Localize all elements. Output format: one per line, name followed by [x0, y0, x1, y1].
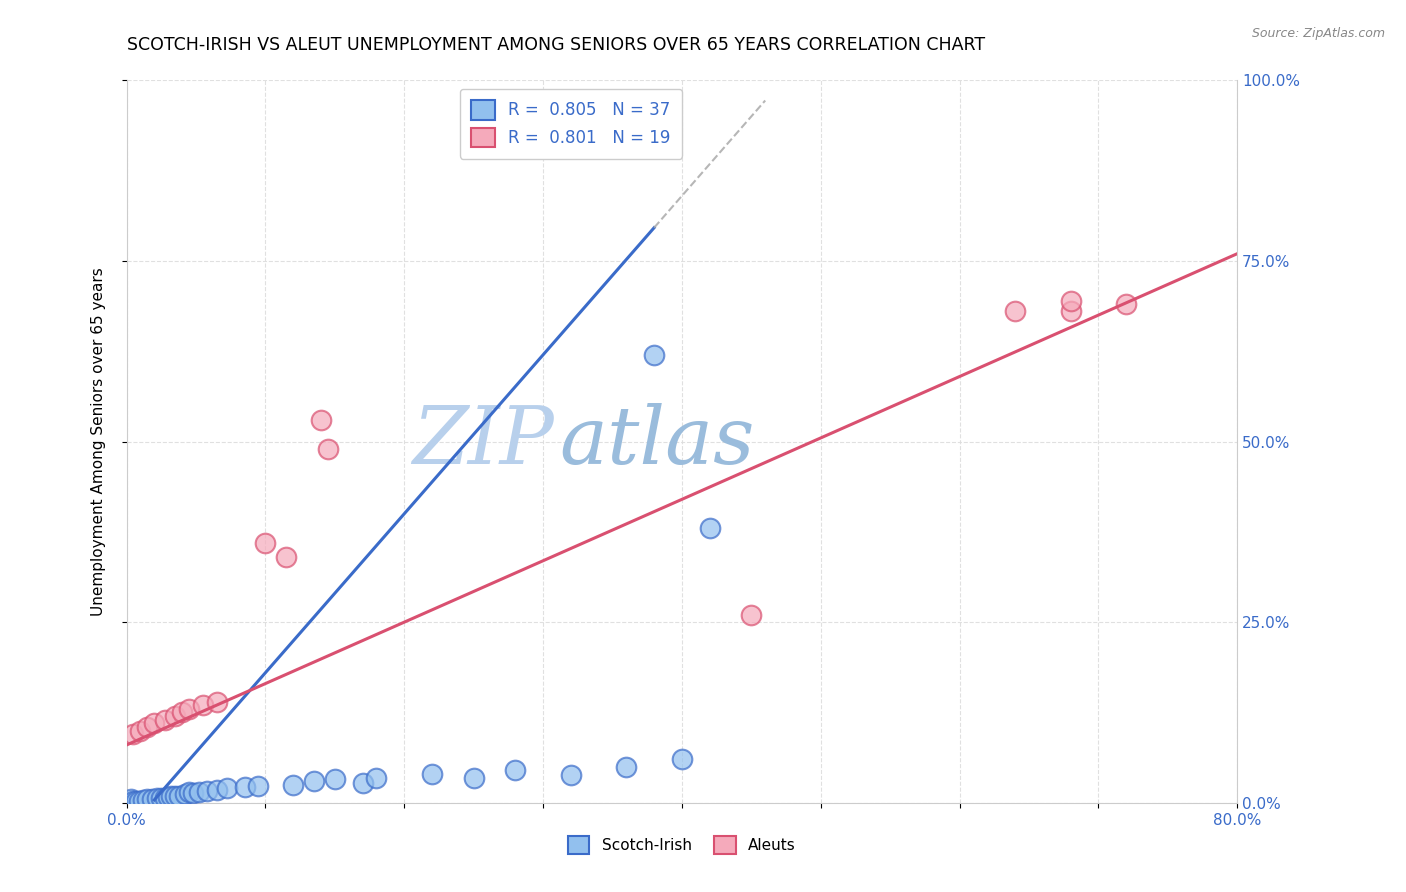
- Point: [122, 727, 145, 741]
- Point: [699, 521, 721, 535]
- Point: [146, 791, 169, 805]
- Point: [247, 779, 270, 793]
- Point: [191, 698, 214, 713]
- Point: [169, 789, 191, 803]
- Point: [1060, 293, 1083, 308]
- Point: [1115, 297, 1137, 311]
- Point: [128, 794, 150, 808]
- Point: [560, 102, 582, 116]
- Point: [155, 790, 177, 805]
- Text: ZIP: ZIP: [412, 403, 554, 480]
- Point: [177, 785, 200, 799]
- Point: [205, 782, 228, 797]
- Point: [281, 778, 304, 792]
- Point: [560, 768, 582, 782]
- Point: [120, 792, 142, 806]
- Point: [233, 780, 256, 794]
- Point: [323, 772, 346, 786]
- Point: [671, 752, 693, 766]
- Point: [136, 720, 159, 734]
- Point: [160, 789, 183, 804]
- Point: [643, 348, 665, 362]
- Point: [205, 695, 228, 709]
- Point: [1004, 304, 1026, 318]
- Point: [309, 413, 332, 427]
- Point: [150, 790, 173, 805]
- Point: [177, 702, 200, 716]
- Point: [187, 785, 209, 799]
- Point: [141, 792, 163, 806]
- Point: [181, 786, 204, 800]
- Point: [125, 794, 148, 808]
- Point: [215, 781, 238, 796]
- Point: [172, 706, 194, 720]
- Point: [165, 789, 187, 803]
- Point: [136, 792, 159, 806]
- Point: [129, 723, 152, 738]
- Point: [254, 535, 277, 549]
- Text: atlas: atlas: [560, 403, 755, 480]
- Point: [352, 775, 374, 789]
- Legend: Scotch-Irish, Aleuts: Scotch-Irish, Aleuts: [562, 830, 801, 860]
- Point: [122, 794, 145, 808]
- Point: [302, 774, 325, 789]
- Point: [316, 442, 339, 456]
- Point: [195, 784, 218, 798]
- Point: [132, 793, 155, 807]
- Point: [157, 790, 180, 805]
- Point: [503, 764, 526, 778]
- Point: [463, 771, 485, 785]
- Point: [143, 716, 166, 731]
- Point: [740, 607, 762, 622]
- Text: Source: ZipAtlas.com: Source: ZipAtlas.com: [1251, 27, 1385, 40]
- Point: [173, 787, 195, 801]
- Text: SCOTCH-IRISH VS ALEUT UNEMPLOYMENT AMONG SENIORS OVER 65 YEARS CORRELATION CHART: SCOTCH-IRISH VS ALEUT UNEMPLOYMENT AMONG…: [127, 36, 984, 54]
- Point: [366, 771, 388, 785]
- Point: [1060, 304, 1083, 318]
- Point: [420, 767, 443, 781]
- Point: [276, 550, 298, 565]
- Point: [614, 760, 637, 774]
- Point: [155, 713, 177, 727]
- Point: [165, 709, 187, 723]
- Y-axis label: Unemployment Among Seniors over 65 years: Unemployment Among Seniors over 65 years: [91, 268, 105, 615]
